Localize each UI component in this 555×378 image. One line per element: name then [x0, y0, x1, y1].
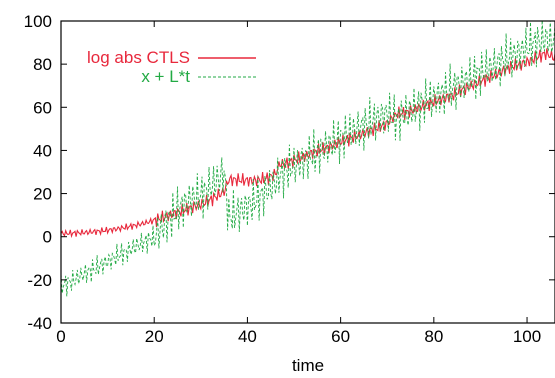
- y-tick-label: 100: [24, 12, 52, 31]
- x-tick-label: 20: [145, 327, 164, 346]
- plot-frame: [60, 20, 555, 324]
- legend-label-1: x + L*t: [141, 67, 190, 86]
- tick-layer: 0 20 40 60 80 100 100 80 60 40 20 0 -20 -40: [24, 12, 555, 346]
- data-layer: [61, 21, 555, 297]
- x-tick-label: 60: [331, 327, 350, 346]
- y-tick-label: 60: [33, 98, 52, 117]
- y-tick-label: 0: [43, 228, 52, 247]
- y-tick-label: -40: [27, 314, 52, 333]
- series-line-1: [61, 21, 555, 297]
- x-tick-label: 80: [424, 327, 443, 346]
- legend-label-0: log abs CTLS: [87, 48, 190, 67]
- x-tick-label: 100: [513, 327, 541, 346]
- y-tick-label: -20: [27, 271, 52, 290]
- x-axis-title: time: [292, 356, 324, 375]
- y-tick-label: 80: [33, 55, 52, 74]
- x-tick-label: 40: [238, 327, 257, 346]
- x-tick-label: 0: [56, 327, 65, 346]
- series-line-0: [61, 48, 555, 239]
- y-tick-label: 40: [33, 141, 52, 160]
- y-tick-label: 20: [33, 185, 52, 204]
